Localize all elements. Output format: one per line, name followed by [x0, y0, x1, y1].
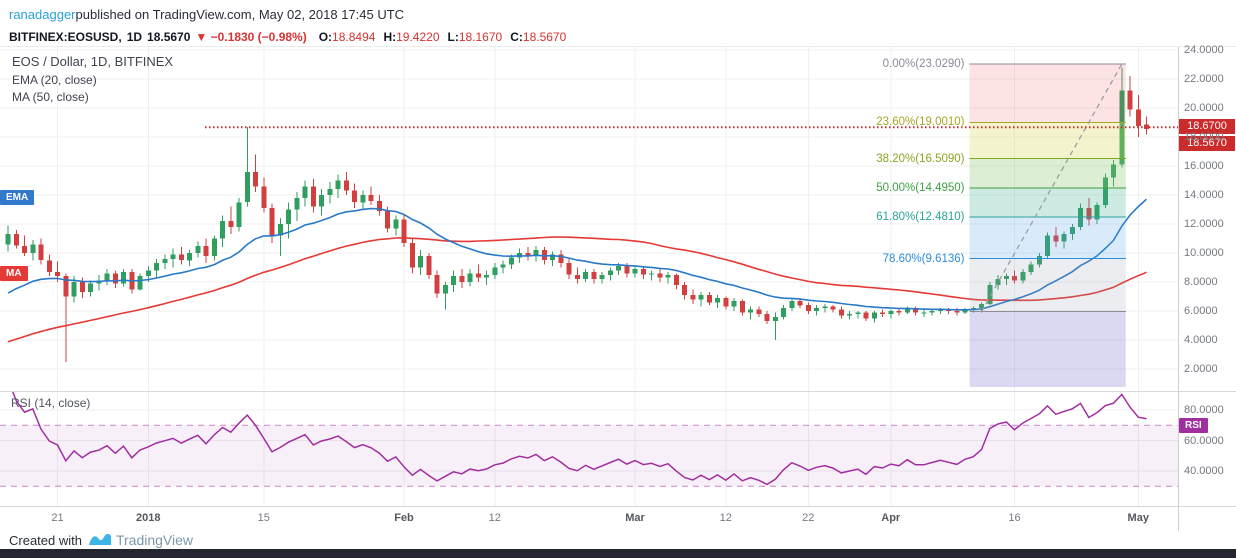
time-axis-label: Feb — [394, 512, 414, 524]
time-axis-label: 2018 — [136, 512, 161, 524]
symbol-info-bar: BITFINEX:EOSUSD, 1D 18.5670 ▼ −0.1830 (−… — [0, 28, 1236, 46]
price-axis-label: 24.0000 — [1184, 44, 1224, 56]
low-value: 18.1670 — [458, 30, 503, 44]
price-axis-border — [1178, 47, 1179, 531]
time-axis-label: 21 — [51, 512, 64, 524]
open-label: O: — [318, 30, 333, 44]
price-axis-label: 8.0000 — [1184, 276, 1218, 288]
high-value: 19.4220 — [396, 30, 440, 44]
low-label: L: — [447, 30, 459, 44]
last-price-text: 18.5670 — [147, 30, 191, 44]
high-label: H: — [383, 30, 397, 44]
main-price-pane[interactable] — [0, 47, 1178, 391]
fib-level-label: 61.80%(12.4810) — [876, 211, 965, 224]
publish-info-bar: ranadagger published on TradingView.com,… — [0, 0, 1236, 28]
fib-level-label: 0.00%(23.0290) — [882, 58, 965, 71]
time-axis-label: Apr — [881, 512, 901, 524]
rsi-axis-label: 80.0000 — [1184, 404, 1224, 416]
publish-info-text: published on TradingView.com, May 02, 20… — [75, 6, 405, 22]
fib-level-label: 23.60%(19.0010) — [876, 116, 965, 129]
symbol-name: BITFINEX:EOSUSD, — [9, 30, 122, 44]
ma-axis-badge: MA — [0, 266, 28, 281]
rsi-axis-label: 60.0000 — [1184, 434, 1224, 447]
price-axis-label: 12.0000 — [1184, 218, 1224, 230]
time-axis-separator — [0, 506, 1236, 507]
time-axis-label: 12 — [488, 512, 501, 524]
rsi-axis-badge: RSI — [1179, 418, 1208, 433]
last-price-badge: 18.5670 — [1179, 136, 1235, 151]
close-value: 18.5670 — [522, 30, 567, 44]
created-with-text: Created with — [9, 532, 82, 548]
bottom-dark-strip — [0, 549, 1236, 558]
time-axis-label: 12 — [719, 512, 732, 524]
legend-ma: MA (50, close) — [12, 90, 89, 104]
rsi-axis-label: 40.0000 — [1184, 465, 1224, 477]
price-axis-label: 14.0000 — [1184, 189, 1224, 201]
pane-separator[interactable] — [0, 391, 1236, 392]
time-axis-label: 16 — [1008, 512, 1021, 524]
open-value: 18.8494 — [332, 30, 376, 44]
time-axis-label: May — [1127, 512, 1149, 524]
author-link[interactable]: ranadagger — [9, 6, 76, 22]
price-axis-label: 6.0000 — [1184, 305, 1218, 317]
rsi-legend: RSI (14, close) — [11, 396, 91, 410]
footer-bar: Created with TradingView — [0, 531, 1236, 549]
chart-area: EOS / Dollar, 1D, BITFINEX EMA (20, clos… — [0, 44, 1236, 531]
tradingview-brand-text: TradingView — [115, 532, 194, 548]
fib-level-label: 78.60%(9.6136) — [882, 252, 965, 265]
price-axis-label: 16.0000 — [1184, 160, 1224, 172]
tradingview-link[interactable]: TradingView — [88, 532, 194, 549]
price-axis-label: 10.0000 — [1184, 247, 1224, 259]
time-axis-label: 15 — [257, 512, 270, 524]
fib-level-label: 38.20%(16.5090) — [876, 152, 965, 165]
time-axis-label: Mar — [625, 512, 645, 524]
legend-ema: EMA (20, close) — [12, 73, 97, 87]
price-axis-label: 18.0000 — [1184, 131, 1224, 143]
rsi-pane[interactable] — [0, 391, 1178, 506]
fib-level-label: 50.00%(14.4950) — [876, 181, 965, 194]
legend-symbol-title: EOS / Dollar, 1D, BITFINEX — [12, 54, 174, 69]
price-change: ▼ −0.1830 (−0.98%) — [195, 30, 307, 44]
price-line-badge: 18.6700 — [1179, 119, 1235, 134]
price-axis-label: 22.0000 — [1184, 73, 1224, 85]
time-axis-label: 22 — [802, 512, 815, 524]
interval-label: 1D — [126, 30, 143, 44]
price-axis-label: 4.0000 — [1184, 334, 1218, 346]
tradingview-logo-icon — [88, 532, 111, 549]
price-axis-label: 20.0000 — [1184, 102, 1224, 114]
chart-legend: EOS / Dollar, 1D, BITFINEX EMA (20, clos… — [12, 54, 173, 107]
close-label: C: — [510, 30, 523, 44]
price-axis-label: 2.0000 — [1184, 363, 1218, 375]
ema-axis-badge: EMA — [0, 190, 35, 205]
